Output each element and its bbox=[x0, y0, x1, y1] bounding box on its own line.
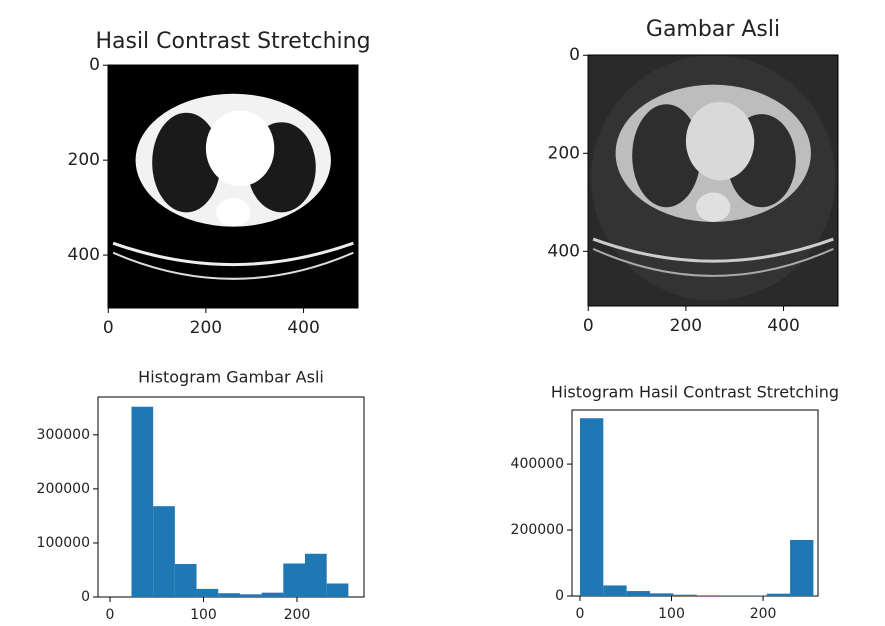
histogram-bar bbox=[218, 593, 240, 597]
histogram-bar bbox=[283, 563, 305, 597]
y-tick-label: 100000 bbox=[37, 535, 90, 551]
y-tick-label: 0 bbox=[89, 55, 100, 75]
x-tick-label: 0 bbox=[103, 318, 114, 338]
histogram-bar bbox=[790, 540, 813, 596]
histogram-bar bbox=[327, 583, 349, 597]
histogram-bar bbox=[580, 418, 603, 596]
chart-title: Histogram Hasil Contrast Stretching bbox=[551, 383, 839, 402]
scan-image bbox=[108, 65, 358, 308]
figure: Hasil Contrast Stretching02004000200400G… bbox=[0, 0, 885, 626]
y-tick-label: 400 bbox=[68, 245, 100, 265]
y-tick-label: 300000 bbox=[37, 427, 90, 443]
x-tick-label: 400 bbox=[767, 316, 799, 336]
histogram-bar bbox=[197, 589, 219, 597]
chart-title: Gambar Asli bbox=[646, 17, 780, 42]
y-tick-label: 0 bbox=[555, 588, 564, 604]
histogram-bar bbox=[131, 407, 153, 597]
x-tick-label: 200 bbox=[750, 606, 777, 622]
histogram-bar bbox=[153, 506, 175, 597]
y-tick-label: 0 bbox=[81, 589, 90, 605]
x-tick-label: 0 bbox=[106, 607, 115, 623]
histogram-bar bbox=[603, 585, 626, 596]
heart bbox=[686, 102, 754, 180]
chart-title: Histogram Gambar Asli bbox=[138, 368, 324, 387]
y-tick-label: 200 bbox=[548, 143, 580, 163]
histogram-bar bbox=[697, 595, 720, 596]
histogram-bar bbox=[650, 593, 673, 596]
scan-image bbox=[588, 55, 838, 306]
x-tick-label: 0 bbox=[583, 316, 594, 336]
histogram-bar bbox=[673, 595, 696, 596]
x-tick-label: 200 bbox=[670, 316, 702, 336]
histogram-bar bbox=[305, 554, 327, 597]
x-tick-label: 100 bbox=[190, 607, 217, 623]
histogram-bar bbox=[240, 594, 262, 597]
x-tick-label: 400 bbox=[287, 318, 319, 338]
x-tick-label: 200 bbox=[284, 607, 311, 623]
y-tick-label: 200000 bbox=[511, 522, 564, 538]
x-tick-label: 0 bbox=[576, 606, 585, 622]
heart bbox=[206, 110, 274, 186]
histogram-bar bbox=[767, 594, 790, 596]
spine bbox=[216, 198, 250, 226]
histogram-bar bbox=[627, 591, 650, 596]
histogram-bar bbox=[262, 593, 284, 597]
y-tick-label: 200 bbox=[68, 150, 100, 170]
y-tick-label: 400 bbox=[548, 241, 580, 261]
x-tick-label: 100 bbox=[658, 606, 685, 622]
x-tick-label: 200 bbox=[190, 318, 222, 338]
spine bbox=[696, 193, 730, 222]
axes-frame bbox=[572, 410, 818, 596]
chart-title: Hasil Contrast Stretching bbox=[95, 29, 370, 54]
y-tick-label: 200000 bbox=[37, 481, 90, 497]
y-tick-label: 0 bbox=[569, 45, 580, 65]
histogram-bar bbox=[175, 564, 197, 597]
y-tick-label: 400000 bbox=[511, 456, 564, 472]
